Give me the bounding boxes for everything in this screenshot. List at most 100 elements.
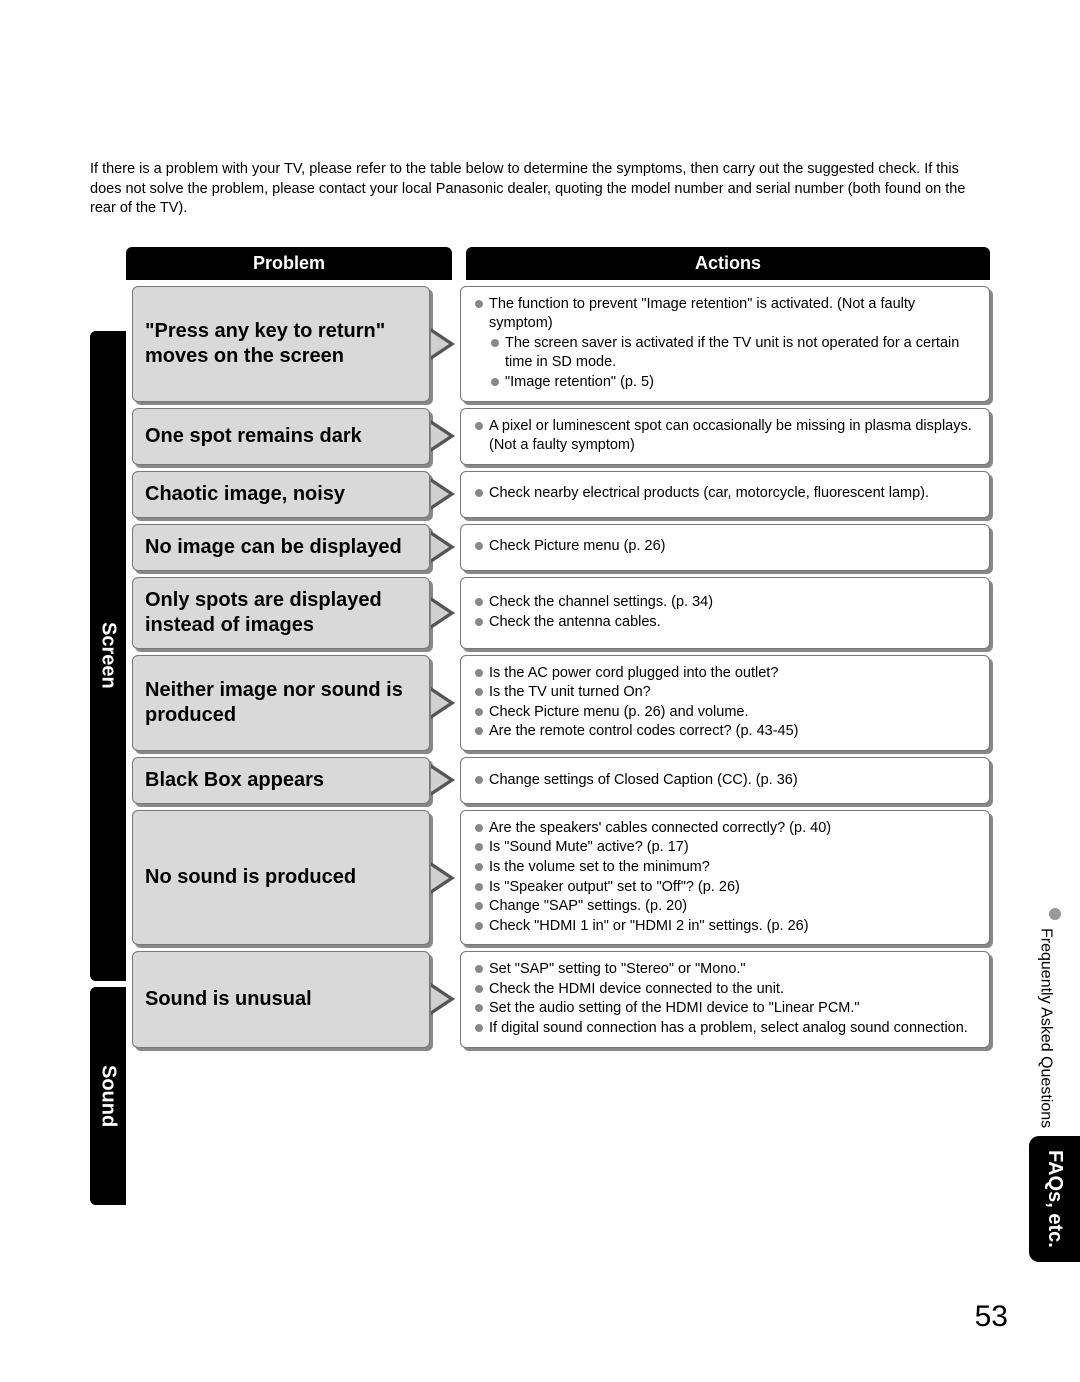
arrow-icon: [426, 408, 460, 465]
action-item: Change "SAP" settings. (p. 20): [475, 897, 975, 917]
action-text: Set "SAP" setting to "Stereo" or "Mono.": [489, 960, 746, 980]
faq-table: Screen Sound Problem Actions "Press any …: [90, 247, 990, 1211]
bullet-icon: [475, 300, 483, 308]
screen-row: Neither image nor sound is produced Is th…: [126, 655, 990, 751]
arrow-icon: [426, 286, 460, 402]
arrow-icon: [426, 524, 460, 571]
side-tab: Frequently Asked Questions FAQs, etc.: [1029, 908, 1080, 1262]
bullet-icon: [475, 422, 483, 430]
bullet-icon: [475, 669, 483, 677]
action-item: Is the TV unit turned On?: [475, 683, 975, 703]
action-box: The function to prevent "Image retention…: [460, 286, 990, 402]
intro-text: If there is a problem with your TV, plea…: [90, 160, 990, 219]
arrow-icon: [426, 655, 460, 751]
action-text: Is the volume set to the minimum?: [489, 858, 710, 878]
header-actions: Actions: [466, 247, 990, 280]
action-text: Check the antenna cables.: [489, 613, 661, 633]
action-box: Check nearby electrical products (car, m…: [460, 471, 990, 518]
action-item: The screen saver is activated if the TV …: [475, 334, 975, 373]
bullet-icon: [475, 708, 483, 716]
bullet-icon: [475, 985, 483, 993]
bullet-icon: [475, 883, 483, 891]
action-text: Is the TV unit turned On?: [489, 683, 651, 703]
screen-row: "Press any key to return" moves on the s…: [126, 286, 990, 402]
screen-row: No image can be displayed Check Picture m…: [126, 524, 990, 571]
bullet-icon: [475, 902, 483, 910]
action-text: Change settings of Closed Caption (CC). …: [489, 771, 798, 791]
screen-row: Only spots are displayed instead of imag…: [126, 577, 990, 649]
action-text: Change "SAP" settings. (p. 20): [489, 897, 687, 917]
bullet-icon: [1049, 908, 1061, 920]
problem-box: No sound is produced: [132, 810, 430, 945]
action-box: Check Picture menu (p. 26): [460, 524, 990, 571]
action-text: The function to prevent "Image retention…: [489, 295, 975, 334]
action-text: Check nearby electrical products (car, m…: [489, 484, 929, 504]
problem-box: Chaotic image, noisy: [132, 471, 430, 518]
action-item: Check the antenna cables.: [475, 613, 975, 633]
action-box: Set "SAP" setting to "Stereo" or "Mono."…: [460, 951, 990, 1047]
bullet-icon: [475, 727, 483, 735]
action-text: Set the audio setting of the HDMI device…: [489, 999, 860, 1019]
bullet-icon: [475, 489, 483, 497]
problem-box: "Press any key to return" moves on the s…: [132, 286, 430, 402]
action-item: Check the HDMI device connected to the u…: [475, 980, 975, 1000]
arrow-icon: [426, 951, 460, 1047]
arrow-icon: [426, 757, 460, 804]
bullet-icon: [475, 688, 483, 696]
problem-box: Only spots are displayed instead of imag…: [132, 577, 430, 649]
side-tab-text: Frequently Asked Questions: [1037, 928, 1073, 1128]
action-item: "Image retention" (p. 5): [475, 373, 975, 393]
action-box: Change settings of Closed Caption (CC). …: [460, 757, 990, 804]
action-item: Are the remote control codes correct? (p…: [475, 722, 975, 742]
action-box: Are the speakers' cables connected corre…: [460, 810, 990, 945]
bullet-icon: [475, 843, 483, 851]
bullet-icon: [475, 965, 483, 973]
problem-box: One spot remains dark: [132, 408, 430, 465]
bullet-icon: [475, 922, 483, 930]
problem-box: Neither image nor sound is produced: [132, 655, 430, 751]
arrow-icon: [426, 810, 460, 945]
page-number: 53: [975, 1300, 1008, 1334]
arrow-icon: [426, 471, 460, 518]
action-item: Set the audio setting of the HDMI device…: [475, 999, 975, 1019]
action-text: If digital sound connection has a proble…: [489, 1019, 968, 1039]
action-item: A pixel or luminescent spot can occasion…: [475, 417, 975, 456]
action-box: Is the AC power cord plugged into the ou…: [460, 655, 990, 751]
action-item: Check the channel settings. (p. 34): [475, 593, 975, 613]
header-problem: Problem: [126, 247, 452, 280]
action-text: Check Picture menu (p. 26): [489, 537, 666, 557]
bullet-icon: [475, 776, 483, 784]
action-text: "Image retention" (p. 5): [505, 373, 654, 393]
side-label-screen: Screen: [90, 331, 126, 981]
sound-row: No sound is produced Are the speakers' ca…: [126, 810, 990, 945]
action-item: Is the AC power cord plugged into the ou…: [475, 664, 975, 684]
bullet-icon: [475, 824, 483, 832]
side-label-sound: Sound: [90, 987, 126, 1205]
screen-row: Chaotic image, noisy Check nearby electri…: [126, 471, 990, 518]
sound-row: Sound is unusual Set "SAP" setting to "St…: [126, 951, 990, 1047]
screen-row: One spot remains dark A pixel or luminesc…: [126, 408, 990, 465]
action-box: Check the channel settings. (p. 34)Check…: [460, 577, 990, 649]
action-item: Is the volume set to the minimum?: [475, 858, 975, 878]
bullet-icon: [475, 1004, 483, 1012]
action-item: Is "Speaker output" set to "Off"? (p. 26…: [475, 878, 975, 898]
bullet-icon: [475, 542, 483, 550]
action-text: Are the remote control codes correct? (p…: [489, 722, 798, 742]
action-text: Is "Sound Mute" active? (p. 17): [489, 838, 689, 858]
problem-box: No image can be displayed: [132, 524, 430, 571]
action-item: Are the speakers' cables connected corre…: [475, 819, 975, 839]
action-item: Check Picture menu (p. 26): [475, 537, 975, 557]
action-item: If digital sound connection has a proble…: [475, 1019, 975, 1039]
bullet-icon: [491, 339, 499, 347]
action-text: Are the speakers' cables connected corre…: [489, 819, 831, 839]
problem-box: Sound is unusual: [132, 951, 430, 1047]
action-item: Is "Sound Mute" active? (p. 17): [475, 838, 975, 858]
screen-row: Black Box appearsChange settings of Clos…: [126, 757, 990, 804]
action-item: The function to prevent "Image retention…: [475, 295, 975, 334]
side-tab-black: FAQs, etc.: [1029, 1136, 1080, 1262]
bullet-icon: [475, 618, 483, 626]
action-item: Check nearby electrical products (car, m…: [475, 484, 975, 504]
action-box: A pixel or luminescent spot can occasion…: [460, 408, 990, 465]
action-text: Check "HDMI 1 in" or "HDMI 2 in" setting…: [489, 917, 809, 937]
bullet-icon: [475, 598, 483, 606]
